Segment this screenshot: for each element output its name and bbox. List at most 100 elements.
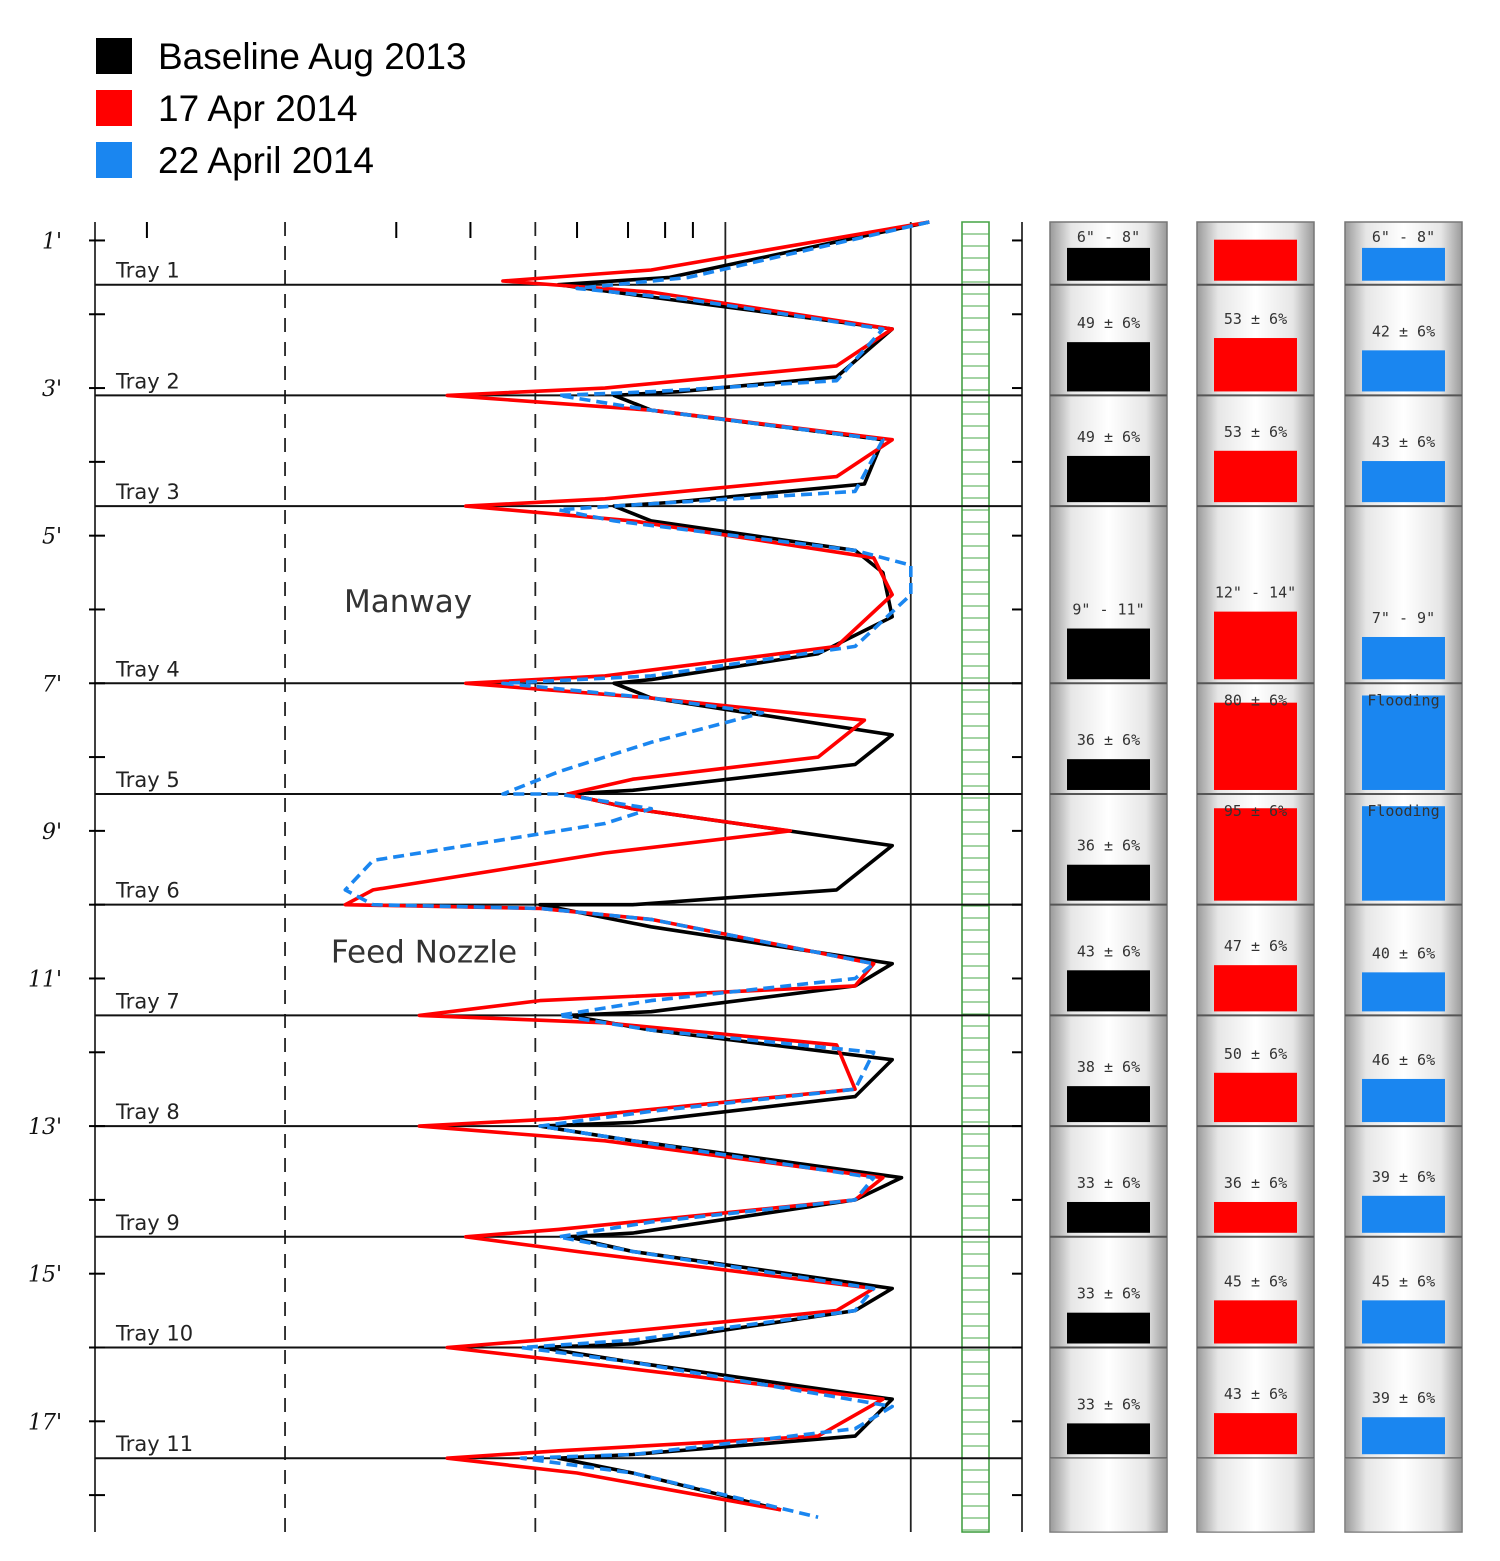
y-tick-label: 7': [42, 672, 62, 697]
gauge-label: 49 ± 6%: [1077, 428, 1140, 446]
gauge-fill-level: [1214, 338, 1297, 392]
tray-label: Tray 2: [115, 369, 180, 393]
gauge-fill-level: [1214, 1413, 1297, 1455]
gauge-fill-level: [1362, 972, 1445, 1012]
y-tick-label: 13': [28, 1115, 62, 1140]
gauge-label: 80 ± 6%: [1224, 691, 1287, 709]
ladder-frame: [961, 221, 990, 1533]
gauge-label: 53 ± 6%: [1224, 310, 1287, 328]
y-tick-label: 1': [42, 229, 62, 254]
gauge-fill-level: [1067, 1201, 1150, 1233]
y-tick-label: 5': [42, 525, 62, 550]
gauge-label: 33 ± 6%: [1077, 1174, 1140, 1192]
gauge-fill-level: [1067, 628, 1150, 680]
gauge-fill-level: [1067, 247, 1150, 281]
gauge-tail: [1049, 1457, 1168, 1533]
legend-item-apr17: 17 Apr 2014: [96, 82, 467, 134]
gauge-label: 43 ± 6%: [1224, 1385, 1287, 1403]
tray-label: Tray 5: [115, 768, 180, 792]
gauge-label: 45 ± 6%: [1372, 1272, 1435, 1290]
tray-label: Tray 10: [115, 1321, 193, 1345]
tray-label: Tray 3: [115, 480, 180, 504]
y-tick-label: 17': [28, 1410, 62, 1435]
legend-swatch-baseline: [96, 38, 132, 74]
gauge-label: 6" - 8": [1077, 228, 1140, 246]
legend-label-apr22: 22 April 2014: [158, 139, 375, 181]
gauge-fill-level: [1362, 461, 1445, 503]
tray-label: Tray 8: [115, 1100, 180, 1124]
gauge-label: 45 ± 6%: [1224, 1272, 1287, 1290]
gauge-fill-level: [1067, 1312, 1150, 1344]
gauge-label: 38 ± 6%: [1077, 1058, 1140, 1076]
tray-label: Tray 1: [115, 259, 180, 283]
tray-label: Tray 6: [115, 879, 180, 903]
legend-item-baseline: Baseline Aug 2013: [96, 30, 467, 82]
gauge-label: 47 ± 6%: [1224, 937, 1287, 955]
gauge-label: 39 ± 6%: [1372, 1389, 1435, 1407]
gauge-label: 43 ± 6%: [1372, 433, 1435, 451]
gauge-fill-level: [1067, 864, 1150, 901]
gauge-fill-level: [1067, 455, 1150, 503]
y-axis: 1' 3' 5' 7' 9' 11' 13' 15' 17': [28, 229, 1022, 1497]
legend-item-apr22: 22 April 2014: [96, 134, 467, 186]
gauge-label: 33 ± 6%: [1077, 1395, 1140, 1413]
series-line-2: [343, 220, 930, 1512]
chart-legend: Baseline Aug 2013 17 Apr 2014 22 April 2…: [96, 30, 467, 186]
gauge-label: 36 ± 6%: [1224, 1174, 1287, 1192]
annotation-feed-nozzle: Feed Nozzle: [331, 935, 517, 971]
gauge-fill-level: [1067, 342, 1150, 392]
gauge-label: 36 ± 6%: [1077, 837, 1140, 855]
series-line-3: [343, 220, 930, 1519]
gauge-fill-level: [1362, 1417, 1445, 1455]
gauge-fill-level: [1067, 1086, 1150, 1123]
gauge-label: 39 ± 6%: [1372, 1168, 1435, 1186]
gauge-label: 95 ± 6%: [1224, 802, 1287, 820]
y-tick-label: 11': [28, 967, 62, 992]
tray-label: Tray 7: [115, 989, 180, 1013]
y-tick-label: 9': [42, 820, 62, 845]
gauge-label: Flooding: [1367, 691, 1439, 709]
y-tick-label: 3': [42, 377, 62, 402]
annotations: Manway Feed Nozzle: [331, 584, 517, 971]
gauge-fill-level: [1362, 247, 1445, 281]
gauge-fill-level: [1362, 1300, 1445, 1344]
gauge-fill-level: [1214, 1072, 1297, 1123]
gauge-fill-level: [1362, 695, 1445, 790]
gauge-fill-level: [1067, 970, 1150, 1012]
gauge-fill-level: [1214, 239, 1297, 281]
tray-gauges: 6" - 8" 49 ± 6% 49 ± 6% 9" - 11" 36 ± 6% 36 ±…: [1049, 221, 1463, 1533]
gauge-label: 33 ± 6%: [1077, 1285, 1140, 1303]
gauge-fill-level: [1214, 1300, 1297, 1344]
gauge-label: 53 ± 6%: [1224, 423, 1287, 441]
legend-label-baseline: Baseline Aug 2013: [158, 35, 467, 77]
scan-lines: [343, 220, 930, 1519]
gauge-label: 6" - 8": [1372, 228, 1435, 246]
annotation-manway: Manway: [344, 584, 472, 620]
gauge-fill-level: [1214, 1201, 1297, 1233]
gauge-tail: [1196, 1457, 1315, 1533]
gauge-label: 49 ± 6%: [1077, 314, 1140, 332]
tray-label: Tray 9: [115, 1211, 180, 1235]
gauge-tail: [1344, 1457, 1463, 1533]
gauge-fill-level: [1362, 1078, 1445, 1123]
gauge-fill-level: [1214, 965, 1297, 1012]
gauge-fill-level: [1214, 702, 1297, 790]
gauge-fill-level: [1214, 450, 1297, 503]
series-line-1: [538, 220, 930, 1512]
gauge-label: 46 ± 6%: [1372, 1051, 1435, 1069]
y-tick-label: 15': [28, 1263, 62, 1288]
gauge-fill-level: [1214, 808, 1297, 901]
gauge-label: 9" - 11": [1072, 601, 1144, 619]
legend-label-apr17: 17 Apr 2014: [158, 87, 358, 129]
gauge-label: 12" - 14": [1215, 584, 1296, 602]
gauge-label: 7" - 9": [1372, 609, 1435, 627]
gauge-label: 40 ± 6%: [1372, 944, 1435, 962]
gauge-label: 43 ± 6%: [1077, 942, 1140, 960]
gauge-fill-level: [1362, 806, 1445, 901]
scale-ladder: [961, 221, 990, 1533]
gauge-fill-level: [1067, 759, 1150, 790]
gauge-label: 50 ± 6%: [1224, 1045, 1287, 1063]
gauge-fill-level: [1362, 350, 1445, 392]
gauge-label: Flooding: [1367, 802, 1439, 820]
gauge-label: 42 ± 6%: [1372, 322, 1435, 340]
